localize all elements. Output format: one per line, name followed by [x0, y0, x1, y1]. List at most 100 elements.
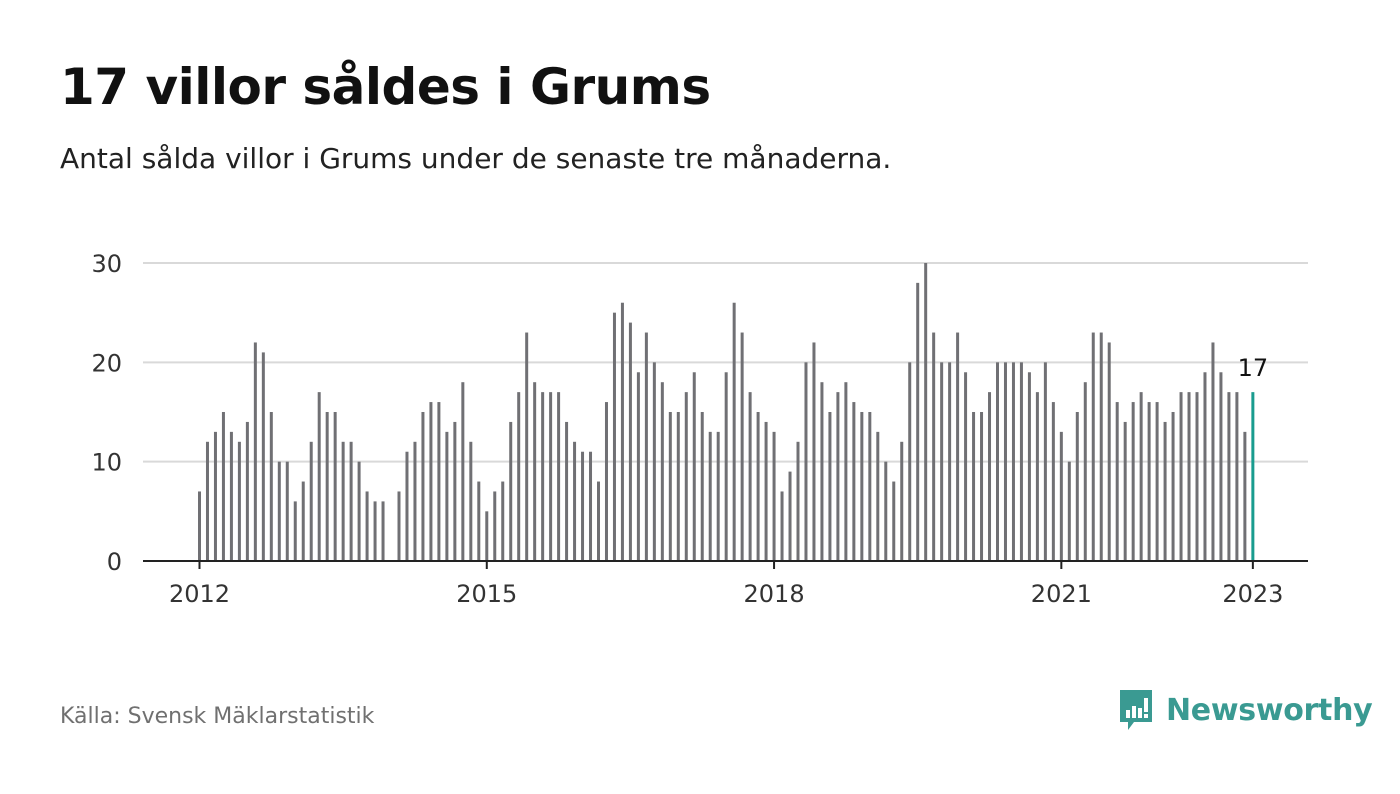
bar: [261, 352, 265, 561]
y-tick-label: 20: [91, 349, 122, 377]
bar: [1187, 392, 1191, 561]
bar: [589, 451, 593, 561]
bar: [1227, 392, 1231, 561]
bar: [636, 372, 640, 561]
bar: [1131, 402, 1135, 561]
bar: [1003, 362, 1007, 561]
y-axis-tick-labels: 0 10 20 30: [91, 250, 122, 576]
x-tick-label: 2021: [1031, 580, 1092, 608]
bar: [812, 342, 816, 561]
brand-logo[interactable]: Newsworthy: [1118, 688, 1373, 732]
bar: [349, 441, 353, 561]
bar: [748, 392, 752, 561]
x-tick-label: 2018: [744, 580, 805, 608]
bar: [325, 412, 329, 561]
bar: [924, 263, 928, 561]
bar: [373, 501, 377, 561]
x-axis: [143, 560, 1308, 569]
bar: [541, 392, 545, 561]
y-tick-label: 0: [107, 548, 122, 576]
bar: [429, 402, 433, 561]
x-axis-tick-labels: 2012 2015 2018 2021 2023: [169, 580, 1283, 608]
bar: [1091, 332, 1095, 561]
bar: [1203, 372, 1207, 561]
bar: [628, 322, 632, 561]
bar: [1011, 362, 1015, 561]
bar: [772, 431, 776, 561]
bar: [1051, 402, 1055, 561]
bar: [644, 332, 648, 561]
bar: [1171, 412, 1175, 561]
bar: [317, 392, 321, 561]
bar: [285, 461, 289, 561]
bar: [820, 382, 824, 561]
bar: [668, 412, 672, 561]
bar: [453, 421, 457, 561]
bar: [780, 491, 784, 561]
bar: [660, 382, 664, 561]
bar: [788, 471, 792, 561]
y-tick-label: 10: [91, 449, 122, 477]
bar: [1083, 382, 1087, 561]
bar: [676, 412, 680, 561]
bar-highlight: [1251, 392, 1255, 561]
bar: [293, 501, 297, 561]
bar: [796, 441, 800, 561]
bar: [565, 421, 569, 561]
bar: [597, 481, 600, 561]
bar: [940, 362, 944, 561]
source-note: Källa: Svensk Mäklarstatistik: [60, 704, 375, 729]
bar: [1099, 332, 1103, 561]
bar: [876, 431, 880, 561]
bar: [716, 431, 720, 561]
bar: [1219, 372, 1223, 561]
bar: [421, 412, 425, 561]
bar: [756, 412, 760, 561]
bar: [1123, 421, 1127, 561]
bar: [581, 451, 585, 561]
bar: [493, 491, 497, 561]
bar: [1235, 392, 1239, 561]
bar: [844, 382, 848, 561]
bar: [1107, 342, 1111, 561]
x-tick-label: 2023: [1222, 580, 1283, 608]
bar: [413, 441, 417, 561]
bar: [684, 392, 688, 561]
bar: [764, 421, 768, 561]
bar: [700, 412, 704, 561]
bar: [708, 431, 712, 561]
bar: [213, 431, 217, 561]
bar: [517, 392, 521, 561]
bar: [341, 441, 345, 561]
bar: [612, 312, 616, 561]
bar: [868, 412, 872, 561]
bar: [988, 392, 992, 561]
chart-subtitle: Antal sålda villor i Grums under de sena…: [60, 142, 892, 175]
bar: [996, 362, 999, 561]
bar: [397, 491, 401, 561]
bar: [477, 481, 481, 561]
bar: [509, 421, 513, 561]
bar: [740, 332, 744, 561]
bar: [557, 392, 561, 561]
bar-chart: 0 10 20 30 2012 2015 2018 2021 2023 17: [91, 250, 1308, 608]
bar: [836, 392, 840, 561]
x-tick-label: 2012: [169, 580, 230, 608]
bar: [221, 412, 225, 561]
bar: [573, 441, 577, 561]
bar: [445, 431, 449, 561]
bars: [198, 263, 1255, 561]
bar: [852, 402, 856, 561]
bar: [501, 481, 505, 561]
bar: [1043, 362, 1047, 561]
bar: [277, 461, 281, 561]
bar: [828, 412, 832, 561]
bar: [692, 372, 696, 561]
bar: [485, 511, 489, 561]
bar: [916, 282, 920, 561]
bar: [884, 461, 888, 561]
bar: [1147, 402, 1151, 561]
bar: [533, 382, 537, 561]
bar: [525, 332, 529, 561]
bar: [229, 431, 233, 561]
